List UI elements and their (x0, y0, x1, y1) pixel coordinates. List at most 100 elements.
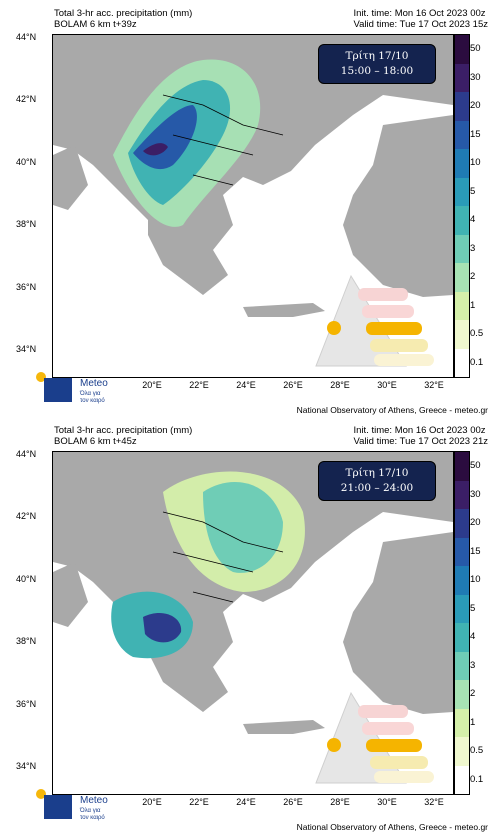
sun-icon (36, 789, 46, 799)
colorbar-label: 50 (470, 460, 481, 472)
m-logo-icon (44, 795, 72, 819)
colorbar (454, 34, 470, 378)
colorbar-segment (455, 651, 469, 680)
colorbar-segment (455, 680, 469, 709)
lon-tick-label: 20°E (142, 380, 162, 390)
colorbar-segment (455, 206, 469, 235)
colorbar-segment (455, 708, 469, 737)
crete-island (243, 720, 325, 734)
precip-map (52, 451, 454, 795)
colorbar-label: 0.5 (470, 328, 484, 340)
colorbar-segment (455, 234, 469, 263)
country-borders (162, 94, 284, 186)
colorbar-segment (455, 765, 469, 794)
lon-tick-label: 26°E (283, 797, 303, 807)
colorbar (454, 451, 470, 795)
colorbar-segment (455, 320, 469, 349)
lat-tick-label: 44°N (16, 32, 37, 42)
colorbar-label: 20 (470, 100, 481, 112)
colorbar-label: 0.1 (470, 773, 484, 785)
time-range: 15:00 – 18:00 (340, 65, 414, 77)
lon-tick-label: 30°E (377, 380, 397, 390)
panel-title: Total 3-hr acc. precipitation (mm) BOLAM… (54, 425, 193, 447)
panel-times: Init. time: Mon 16 Oct 2023 00z Valid ti… (353, 8, 488, 30)
lat-tick-label: 40°N (16, 573, 37, 584)
colorbar-label: 15 (470, 128, 481, 140)
panel-times: Init. time: Mon 16 Oct 2023 00z Valid ti… (353, 425, 488, 447)
italy-heel (53, 562, 88, 627)
colorbar-segment (455, 737, 469, 766)
colorbar-label: 1 (470, 299, 476, 311)
lat-tick-label: 36°N (16, 281, 37, 292)
colorbar-segment (455, 594, 469, 623)
lat-tick-label: 42°N (16, 511, 37, 522)
lon-tick-label: 20°E (142, 797, 162, 807)
time-range: 21:00 – 24:00 (340, 482, 414, 494)
crete-island (243, 303, 325, 317)
colorbar-segment (455, 149, 469, 178)
forecast-time-box: Τρίτη 17/10 21:00 – 24:00 (318, 461, 436, 501)
colorbar-segment (455, 177, 469, 206)
colorbar-segment (455, 537, 469, 566)
colorbar-segment (455, 452, 469, 481)
m-logo-icon (44, 378, 72, 402)
day-label: Τρίτη 17/10 (345, 50, 409, 62)
colorbar-label: 2 (470, 688, 476, 700)
lat-tick-label: 44°N (16, 449, 37, 459)
lon-tick-label: 28°E (330, 380, 350, 390)
logo-tagline: Όλα για τον καιρό (80, 391, 105, 404)
map-graphic (53, 35, 453, 317)
map-panel-2: Total 3-hr acc. precipitation (mm) BOLAM… (0, 417, 502, 834)
lat-tick-label: 34°N (16, 761, 37, 771)
lon-tick-label: 22°E (189, 380, 209, 390)
logo-tagline: Όλα για τον καιρό (80, 808, 105, 821)
day-label: Τρίτη 17/10 (345, 467, 409, 479)
warning-triangle-graphic (315, 274, 434, 367)
colorbar-label: 2 (470, 271, 476, 283)
map-graphic (53, 452, 453, 734)
colorbar-segment (455, 348, 469, 377)
precip-field-north-mid (203, 482, 283, 573)
italy-heel (53, 145, 88, 210)
sun-icon (36, 372, 46, 382)
colorbar-segment (455, 263, 469, 292)
lon-tick-label: 32°E (424, 380, 444, 390)
colorbar-label: 4 (470, 214, 476, 226)
colorbar-label: 0.5 (470, 745, 484, 757)
colorbar-segment (455, 35, 469, 64)
colorbar-label: 3 (470, 242, 476, 254)
warning-triangle-graphic (315, 691, 434, 784)
anatolia-landmass (343, 115, 453, 297)
colorbar-label: 10 (470, 157, 481, 169)
logo-name: Meteo (80, 795, 108, 806)
colorbar-label: 5 (470, 602, 476, 614)
colorbar-segment (455, 120, 469, 149)
colorbar-label: 0.1 (470, 356, 484, 368)
lon-tick-label: 24°E (236, 380, 256, 390)
colorbar-segment (455, 92, 469, 121)
precip-map (52, 34, 454, 378)
lat-tick-label: 36°N (16, 698, 37, 709)
colorbar-label: 50 (470, 43, 481, 55)
lon-tick-label: 26°E (283, 380, 303, 390)
colorbar-label: 20 (470, 517, 481, 529)
credit-text: National Observatory of Athens, Greece -… (296, 405, 488, 415)
lat-tick-label: 34°N (16, 344, 37, 354)
lon-tick-label: 22°E (189, 797, 209, 807)
anatolia-landmass (343, 532, 453, 714)
country-borders (162, 511, 284, 603)
colorbar-segment (455, 291, 469, 320)
logo-name: Meteo (80, 378, 108, 389)
colorbar-label: 4 (470, 631, 476, 643)
panel-title: Total 3-hr acc. precipitation (mm) BOLAM… (54, 8, 193, 30)
colorbar-segment (455, 509, 469, 538)
colorbar-label: 1 (470, 716, 476, 728)
colorbar-label: 5 (470, 185, 476, 197)
colorbar-label: 3 (470, 659, 476, 671)
lat-tick-label: 42°N (16, 94, 37, 105)
lat-tick-label: 40°N (16, 156, 37, 167)
map-panel-1: Total 3-hr acc. precipitation (mm) BOLAM… (16, 8, 488, 415)
colorbar-label: 30 (470, 71, 481, 83)
colorbar-label: 10 (470, 574, 481, 586)
colorbar-label: 15 (470, 545, 481, 557)
